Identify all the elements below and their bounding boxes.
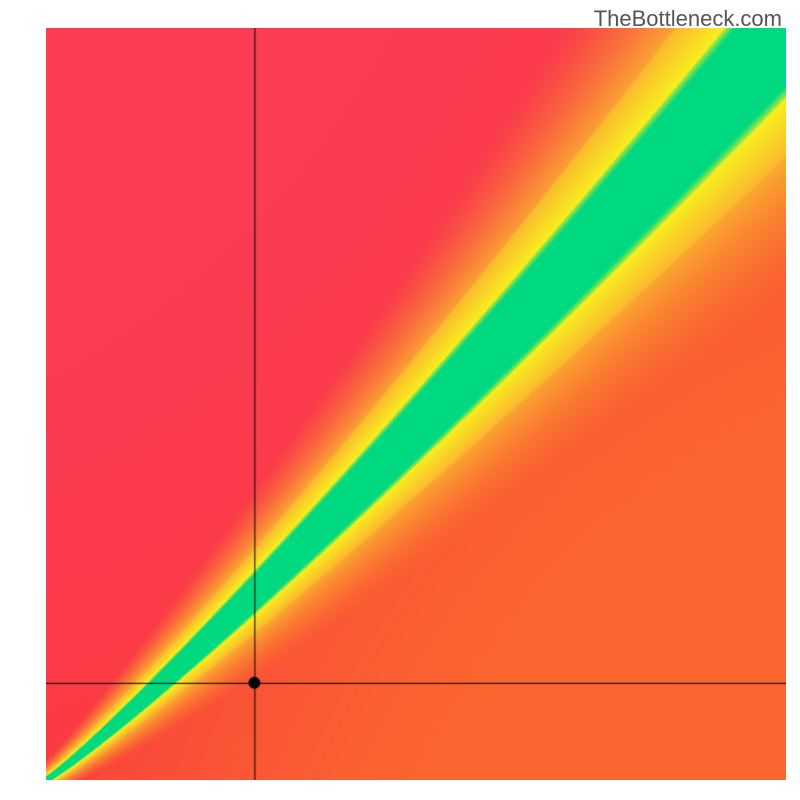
bottleneck-heatmap xyxy=(46,28,786,780)
heatmap-container xyxy=(46,28,786,780)
watermark-text: TheBottleneck.com xyxy=(594,6,782,32)
